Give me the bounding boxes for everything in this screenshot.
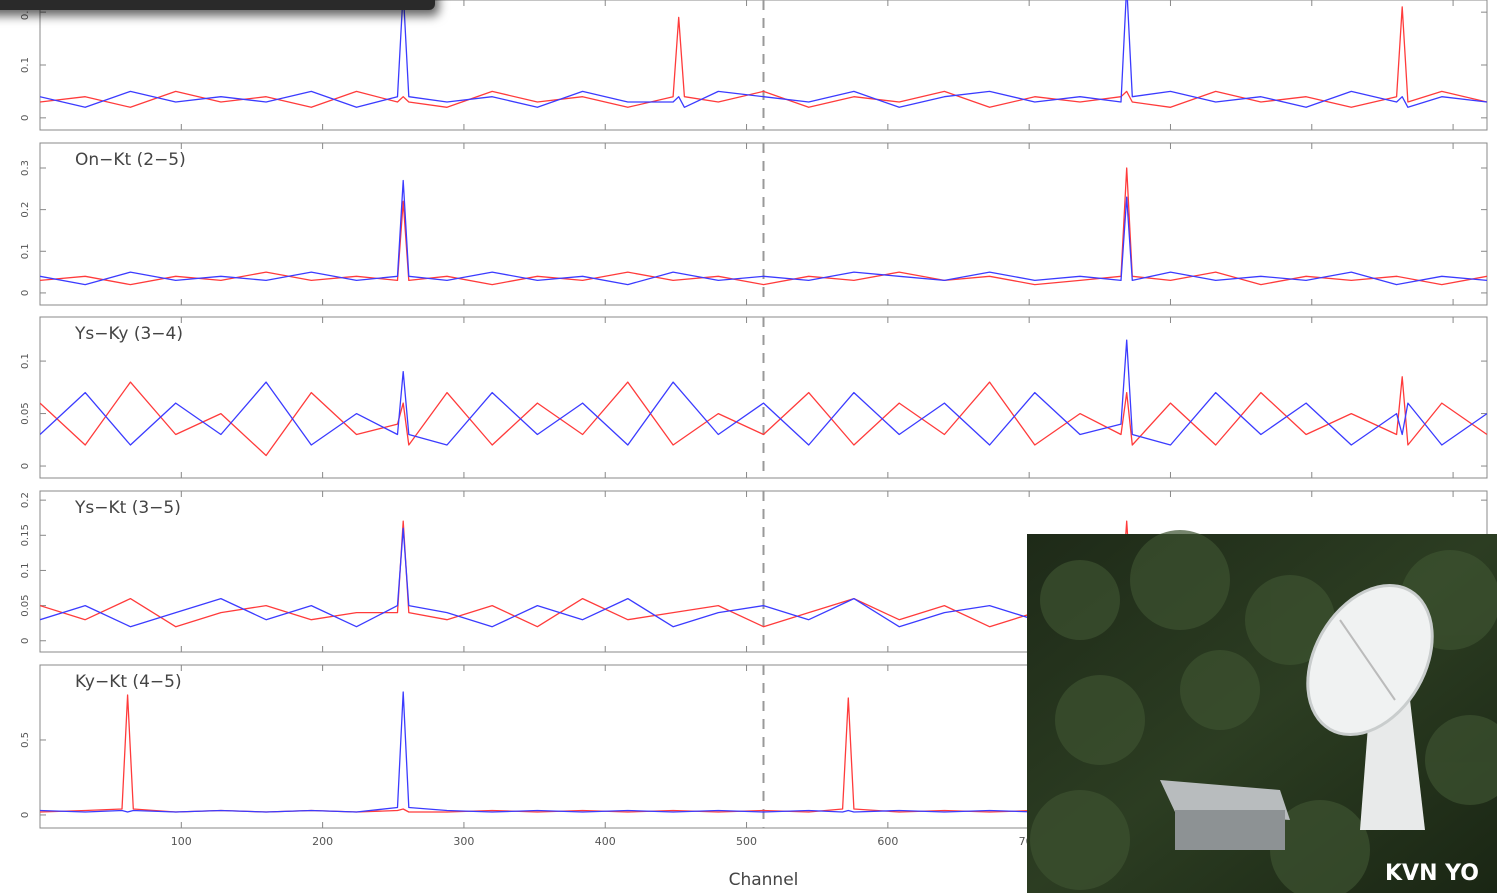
panel-label: Ys−Ky (3−4) [74,324,183,344]
foliage [1030,530,1497,893]
y-tick-label: 0.3 [20,160,31,176]
series-line [40,376,1487,457]
y-tick-label: 0.1 [20,243,31,259]
antenna-dish [1306,583,1434,737]
x-tick-label: 100 [171,835,192,848]
x-tick-label: 500 [736,835,757,848]
x-axis-label: Channel [729,870,799,890]
series-line [40,339,1487,446]
y-tick-label: 0.05 [20,594,31,616]
telescope-photo: KVN YO [1027,530,1497,893]
series-line [40,179,1487,286]
y-tick-label: 0.5 [20,732,31,748]
y-tick-label: 0.2 [20,202,31,218]
antenna-mount [1360,700,1425,830]
panel: 0 0.05 0.1 Ys−Ky (3−4) [20,316,1488,479]
y-tick-label: 0 [20,115,31,121]
x-tick-label: 300 [453,835,474,848]
panel: 0 0.1 0.2 [20,0,1488,131]
y-tick-label: 0.15 [20,524,31,546]
y-tick-label: 0 [20,463,31,469]
y-tick-label: 0.2 [20,492,31,508]
building [1175,810,1285,850]
photo-caption: KVN YO [1385,861,1479,886]
panel-label: Ky−Kt (4−5) [75,672,182,692]
series-line [40,167,1487,286]
panel: 0 0.1 0.2 0.3 On−Kt (2−5) [20,142,1488,306]
x-tick-label: 400 [595,835,616,848]
panel-label: On−Kt (2−5) [75,150,186,170]
panel-label: Ys−Kt (3−5) [74,498,181,518]
y-tick-label: 0.05 [20,402,31,424]
y-tick-label: 0.1 [20,57,31,73]
y-tick-label: 0 [20,638,31,644]
antenna-strut [1339,619,1396,701]
y-tick-label: 0.1 [20,353,31,369]
series-line [40,0,1487,108]
overlay-panel [0,0,435,10]
y-tick-label: 0.2 [20,4,31,20]
x-tick-label: 600 [877,835,898,848]
y-tick-label: 0 [20,290,31,296]
x-tick-label: 200 [312,835,333,848]
y-tick-label: 0.1 [20,562,31,578]
y-tick-label: 0 [20,812,31,818]
